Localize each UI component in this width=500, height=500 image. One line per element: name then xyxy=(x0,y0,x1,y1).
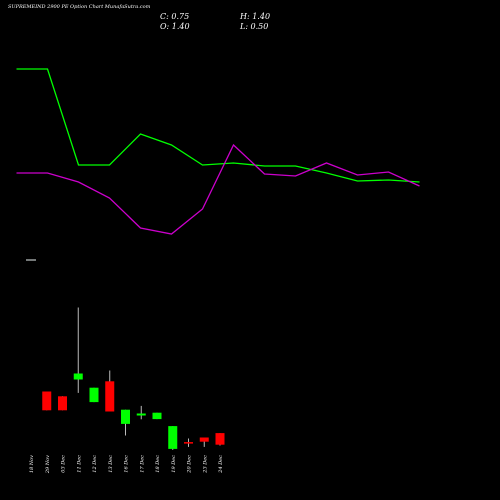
date-label: 12 Dec xyxy=(92,455,98,473)
candlesticks xyxy=(42,307,225,450)
candle-body xyxy=(42,391,52,411)
candle-body xyxy=(89,387,99,403)
candle-body xyxy=(105,381,115,412)
date-label: 03 Dec xyxy=(61,455,67,473)
candle xyxy=(215,433,225,446)
candle xyxy=(105,370,115,412)
date-labels: 18 Nov 29 Nov 03 Dec 11 Dec 12 Dec 13 Dec 16 D… xyxy=(29,455,224,474)
candle xyxy=(199,437,209,447)
date-label: 11 Dec xyxy=(76,455,82,473)
candle-body xyxy=(58,396,67,411)
candle-body xyxy=(199,437,209,442)
indicator-lines xyxy=(16,68,420,235)
date-label: 18 Dec xyxy=(155,455,161,473)
open-readout: O: 1.40 xyxy=(160,22,190,31)
magenta-line xyxy=(16,143,420,235)
date-label: 16 Dec xyxy=(124,455,130,473)
candle-body xyxy=(168,426,178,449)
candle-body xyxy=(215,433,225,445)
candle xyxy=(168,426,178,450)
candle xyxy=(184,438,193,447)
chart-title: SUPREMEIND 2900 PE Option Chart MunafaSu… xyxy=(8,4,151,10)
date-label: 20 Dec xyxy=(187,455,193,474)
candle xyxy=(89,387,99,403)
candle xyxy=(152,412,162,420)
date-label: 17 Dec xyxy=(139,455,145,473)
candle xyxy=(42,391,52,411)
candle xyxy=(136,405,146,420)
date-label: 19 Dec xyxy=(171,455,177,473)
date-label: 29 Nov xyxy=(45,455,51,474)
candle xyxy=(73,307,83,393)
green-line xyxy=(16,68,420,183)
candle-body xyxy=(152,412,162,420)
close-readout: C: 0.75 xyxy=(160,12,190,21)
candle xyxy=(121,409,130,436)
date-label: 18 Nov xyxy=(29,455,35,473)
candle xyxy=(58,396,67,411)
candle-body xyxy=(136,413,146,416)
low-readout: L: 0.50 xyxy=(240,22,269,31)
date-label: 23 Dec xyxy=(202,455,208,474)
candle-body xyxy=(121,409,130,424)
candle-body xyxy=(73,373,83,380)
date-label: 13 Dec xyxy=(108,455,114,473)
high-readout: H: 1.40 xyxy=(240,12,271,21)
candle-body xyxy=(184,442,193,444)
date-label: 24 Dec xyxy=(218,455,224,474)
